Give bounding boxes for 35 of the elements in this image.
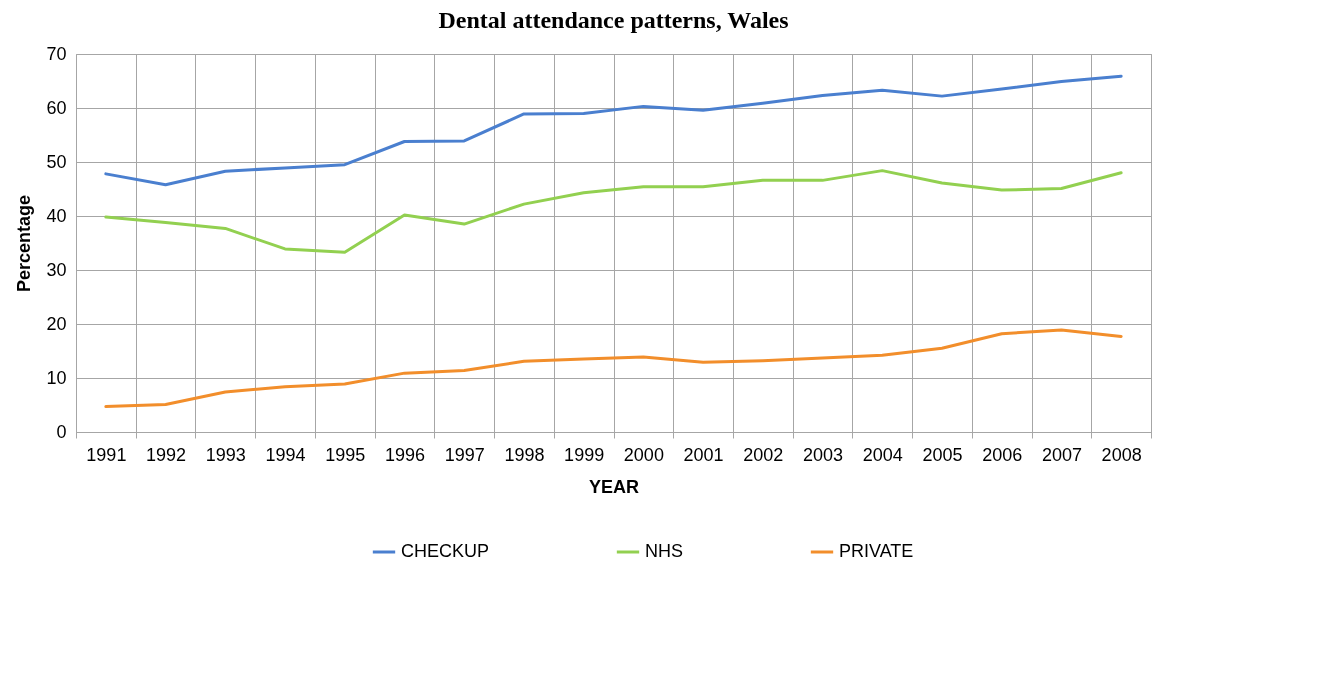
x-tick-label: 1999 [564, 444, 605, 465]
x-tick-label: 1997 [444, 444, 485, 465]
line-series [104, 74, 1123, 187]
y-tick-label: 10 [46, 367, 67, 388]
x-tick-label: 2007 [1041, 444, 1082, 465]
y-tick-label: 0 [56, 421, 67, 442]
x-tick-label: 2005 [922, 444, 963, 465]
x-tick-label: 1996 [384, 444, 425, 465]
y-tick-label: 30 [46, 259, 67, 280]
y-tick-label: 20 [46, 313, 67, 334]
x-tick-label: 2008 [1101, 444, 1142, 465]
legend-label: PRIVATE [839, 541, 914, 561]
chart-title: Dental attendance patterns, Wales [438, 7, 789, 33]
line-series [104, 328, 1123, 409]
x-tick-label: 1998 [504, 444, 545, 465]
y-tick-label: 50 [46, 151, 67, 172]
x-tick-label: 2002 [743, 444, 784, 465]
y-tick-label: 70 [46, 43, 67, 64]
x-tick-label: 1991 [86, 444, 127, 465]
y-tick-label: 40 [46, 205, 67, 226]
legend-label: NHS [645, 541, 684, 561]
x-tick-label: 1993 [205, 444, 246, 465]
x-tick-label: 1995 [325, 444, 366, 465]
x-tick-label: 2003 [803, 444, 844, 465]
y-axis-title: Percentage [14, 194, 35, 293]
x-tick-label: 1992 [146, 444, 187, 465]
line-series [104, 169, 1123, 254]
legend-label: CHECKUP [401, 541, 490, 561]
x-tick-label: 2004 [862, 444, 903, 465]
x-axis-title: YEAR [588, 476, 640, 497]
x-tick-label: 2001 [683, 444, 724, 465]
x-tick-label: 2000 [623, 444, 664, 465]
x-tick-label: 2006 [982, 444, 1023, 465]
y-tick-label: 60 [46, 97, 67, 118]
x-tick-label: 1994 [265, 444, 306, 465]
